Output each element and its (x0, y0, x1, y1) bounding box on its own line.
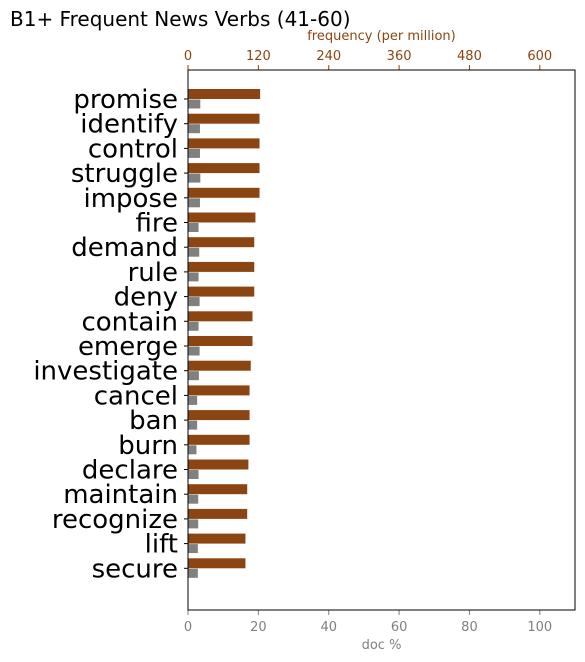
category-label-impose: impose (83, 184, 178, 214)
category-label-cancel: cancel (94, 381, 178, 411)
bar-frequency-declare (188, 459, 249, 470)
category-label-declare: declare (82, 456, 178, 486)
category-label-burn: burn (118, 431, 178, 461)
bar-doc-percent-investigate (188, 371, 199, 381)
bottom-axis-label: doc % (362, 638, 402, 653)
bar-frequency-lift (188, 533, 246, 544)
bar-frequency-deny (188, 286, 255, 297)
bar-frequency-investigate (188, 360, 251, 371)
plot-frame (187, 69, 576, 611)
bar-frequency-burn (188, 434, 250, 445)
bar-frequency-promise (188, 89, 261, 99)
bar-doc-percent-impose (188, 198, 200, 208)
bar-frequency-cancel (188, 385, 250, 396)
category-label-maintain: maintain (63, 480, 178, 510)
bar-frequency-ban (188, 410, 250, 421)
bar-frequency-contain (188, 311, 253, 322)
bar-frequency-secure (188, 558, 246, 569)
top-tick-label: 120 (246, 49, 271, 64)
top-tick-label: 480 (457, 49, 482, 64)
category-label-emerge: emerge (78, 332, 178, 362)
bar-doc-percent-promise (188, 99, 201, 109)
category-label-struggle: struggle (71, 159, 178, 189)
bar-doc-percent-secure (188, 568, 198, 578)
top-axis: 0 120 240 360 480 600 (184, 49, 552, 70)
category-label-recognize: recognize (52, 505, 178, 535)
bar-frequency-rule (188, 261, 255, 272)
bar-frequency-fire (188, 212, 256, 223)
bottom-tick-label: 80 (461, 620, 478, 635)
top-tick-label: 0 (184, 49, 192, 64)
bar-frequency-maintain (188, 484, 248, 495)
category-label-fire: fire (136, 209, 179, 239)
bar-frequency-control (188, 138, 260, 149)
category-label-deny: deny (114, 283, 178, 313)
bottom-tick-label: 60 (391, 620, 408, 635)
bar-doc-percent-maintain (188, 494, 199, 504)
top-tick-label: 600 (527, 49, 552, 64)
category-label-promise: promise (73, 85, 178, 115)
category-label-ban: ban (129, 406, 178, 436)
category-label-lift: lift (145, 530, 178, 560)
category-label-rule: rule (128, 258, 178, 288)
bar-doc-percent-control (188, 148, 200, 158)
category-label-investigate: investigate (33, 357, 178, 387)
bar-frequency-recognize (188, 508, 248, 519)
category-label-identify: identify (80, 110, 178, 140)
bar-frequency-impose (188, 187, 260, 198)
bottom-tick-label: 100 (527, 620, 552, 635)
bottom-tick-label: 20 (250, 620, 267, 635)
bar-frequency-demand (188, 237, 255, 248)
bar-doc-percent-ban (188, 420, 198, 430)
chart-title: B1+ Frequent News Verbs (41-60) (10, 7, 351, 31)
bar-doc-percent-recognize (188, 519, 199, 529)
bottom-axis: 0 20 40 60 80 100 (184, 610, 552, 635)
bar-frequency-emerge (188, 336, 253, 346)
bar-doc-percent-lift (188, 544, 198, 554)
top-tick-label: 360 (387, 49, 412, 64)
category-label-control: control (88, 134, 178, 164)
bar-doc-percent-cancel (188, 395, 198, 405)
category-label-contain: contain (81, 307, 178, 337)
bar-frequency-struggle (188, 163, 260, 174)
bars (188, 89, 261, 578)
top-tick-label: 240 (316, 49, 341, 64)
bar-doc-percent-struggle (188, 173, 201, 183)
top-axis-label: frequency (per million) (307, 29, 456, 44)
bar-doc-percent-demand (188, 247, 200, 257)
bar-doc-percent-burn (188, 445, 197, 455)
bar-doc-percent-emerge (188, 346, 200, 356)
bottom-tick-label: 40 (320, 620, 337, 635)
bar-doc-percent-identify (188, 124, 200, 134)
category-label-secure: secure (92, 554, 178, 584)
bar-doc-percent-declare (188, 470, 199, 479)
bar-doc-percent-contain (188, 321, 199, 331)
category-label-demand: demand (71, 233, 178, 263)
bar-doc-percent-deny (188, 297, 200, 307)
category-labels: promiseidentifycontrolstruggleimposefire… (33, 85, 188, 584)
bottom-tick-label: 0 (184, 620, 192, 635)
bar-doc-percent-fire (188, 223, 199, 232)
bar-frequency-identify (188, 113, 260, 124)
bar-doc-percent-rule (188, 272, 199, 282)
